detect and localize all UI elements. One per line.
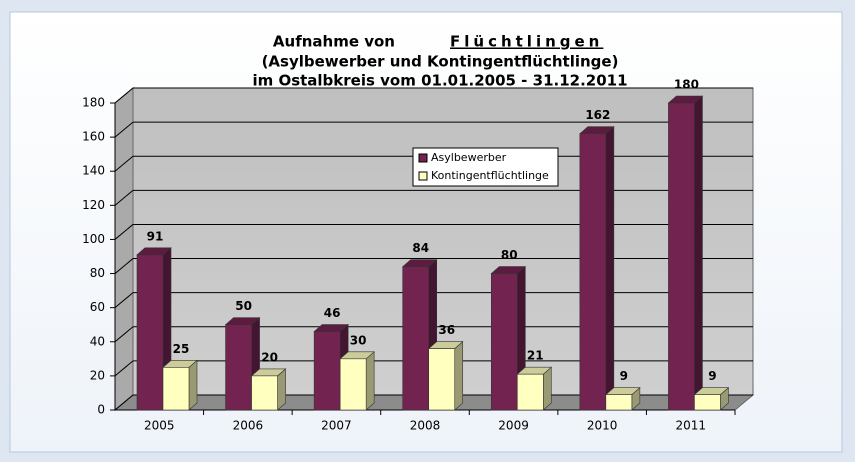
grid-line	[114, 258, 134, 274]
x-tick-label: 2005	[144, 419, 175, 433]
bar	[516, 373, 544, 411]
grid-line	[114, 189, 134, 206]
value-label: 91	[147, 229, 164, 243]
y-tick-label: 0	[97, 403, 105, 417]
bar	[225, 324, 252, 411]
x-tick-label: 2007	[321, 419, 352, 433]
grid-line	[114, 326, 134, 343]
x-tick-label: 2009	[498, 419, 529, 433]
value-label: 80	[501, 248, 518, 262]
grid-line	[114, 121, 134, 138]
chart-title: im Ostalbkreis vom 01.01.2005 - 31.12.20…	[252, 72, 627, 90]
y-tick-label: 80	[90, 266, 105, 280]
side-wall	[114, 86, 134, 412]
value-label: 9	[708, 369, 716, 383]
y-tick-label: 40	[90, 334, 105, 348]
x-tick-label: 2010	[587, 419, 618, 433]
y-tick-label: 120	[82, 198, 105, 212]
legend-swatch	[418, 171, 428, 181]
value-label: 20	[261, 350, 278, 364]
chart-title: Flüchtlingen	[450, 33, 603, 51]
grid-line	[114, 360, 134, 377]
bar	[490, 273, 518, 411]
bar-side	[188, 359, 198, 411]
value-label: 50	[235, 299, 252, 313]
bar	[162, 367, 190, 411]
chart-title: Aufnahme von	[273, 33, 395, 51]
value-label: 162	[585, 108, 610, 122]
bar	[605, 394, 633, 411]
chart-title: (Asylbewerber und Kontingentflüchtlinge)	[262, 53, 619, 71]
y-tick-label: 140	[82, 164, 105, 178]
bar	[668, 102, 695, 411]
grid-line	[114, 292, 134, 309]
value-label: 25	[173, 342, 190, 356]
bar	[402, 266, 430, 411]
legend-label: Asylbewerber	[431, 151, 507, 164]
value-label: 180	[674, 78, 699, 92]
y-tick-label: 60	[90, 300, 105, 314]
grid-line	[114, 87, 134, 104]
legend	[412, 147, 559, 187]
bar-side	[694, 95, 703, 411]
bar-side	[365, 351, 375, 411]
bar	[428, 348, 456, 411]
value-label: 36	[438, 323, 455, 337]
bar	[251, 375, 278, 411]
bar	[339, 358, 367, 411]
grid-line	[114, 224, 134, 240]
value-label: 46	[324, 306, 341, 320]
bar	[579, 133, 607, 411]
x-tick-label: 2008	[410, 419, 441, 433]
bar	[313, 331, 341, 411]
x-tick-label: 2006	[233, 419, 264, 433]
x-tick-label: 2011	[675, 419, 706, 433]
legend-label: Kontingentflüchtlinge	[431, 169, 549, 182]
value-label: 30	[350, 333, 367, 347]
y-tick-label: 160	[82, 130, 105, 144]
y-tick-label: 100	[82, 232, 105, 246]
grid-line	[114, 155, 134, 172]
bar-side	[454, 340, 464, 411]
bar-side	[542, 366, 552, 411]
y-tick-label: 20	[90, 368, 105, 382]
bar	[694, 394, 721, 411]
value-label: 84	[412, 241, 429, 255]
y-tick-label: 180	[82, 96, 105, 110]
bar-side	[605, 126, 615, 411]
grid-line	[114, 394, 134, 411]
value-label: 9	[620, 369, 628, 383]
bar	[136, 254, 164, 411]
legend-swatch	[418, 153, 428, 163]
value-label: 21	[527, 349, 544, 363]
